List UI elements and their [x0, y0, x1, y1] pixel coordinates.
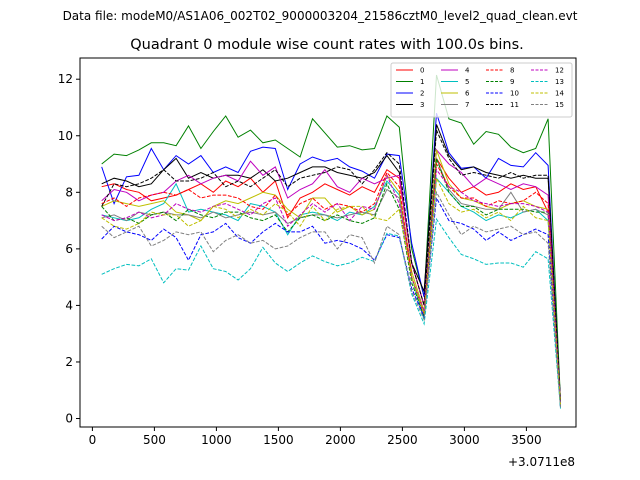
plot-area-frame	[79, 57, 577, 428]
series-line-9	[101, 158, 561, 405]
series-line-4	[101, 148, 561, 405]
series-line-0	[101, 156, 561, 405]
y-tick-label: 4	[65, 298, 73, 312]
y-tick-label: 12	[58, 72, 73, 86]
x-axis: 0 500 1000 1500 2000 2500 3000 3500	[89, 427, 542, 447]
x-offset-label: +3.0711e8	[508, 455, 575, 469]
legend-label-15: 15	[555, 101, 564, 109]
series-line-11	[101, 129, 561, 402]
plot-series-group	[101, 74, 561, 409]
y-tick-label: 0	[65, 412, 73, 426]
figure-suptitle: Data file: modeM0/AS1A06_002T02_90000032…	[63, 9, 578, 23]
series-line-14	[101, 176, 561, 405]
series-line-8	[101, 162, 561, 405]
legend-label-11: 11	[510, 101, 519, 109]
x-tick-label: 3500	[511, 433, 542, 447]
y-tick-label: 2	[65, 355, 73, 369]
legend-label-4: 4	[465, 67, 470, 75]
y-axis: 0 2 4 6 8 10 12	[58, 72, 80, 426]
legend-label-14: 14	[555, 90, 564, 98]
x-tick-label: 0	[89, 433, 97, 447]
x-tick-label: 500	[143, 433, 166, 447]
series-line-7	[101, 158, 561, 408]
y-tick-label: 6	[65, 242, 73, 256]
series-line-10	[101, 196, 561, 408]
legend-label-13: 13	[555, 78, 564, 86]
legend-label-10: 10	[510, 90, 519, 98]
y-tick-label: 10	[58, 129, 73, 143]
legend-label-0: 0	[420, 67, 424, 75]
x-tick-label: 2500	[387, 433, 418, 447]
series-line-3	[101, 124, 561, 402]
series-line-6	[101, 149, 561, 405]
legend-label-12: 12	[555, 67, 564, 75]
legend-box	[390, 62, 573, 118]
legend-label-3: 3	[420, 101, 424, 109]
legend-label-6: 6	[465, 90, 470, 98]
x-tick-label: 1000	[201, 433, 232, 447]
series-line-15	[101, 190, 561, 408]
series-line-2	[101, 112, 561, 405]
legend-label-8: 8	[510, 67, 514, 75]
y-tick-label: 8	[65, 185, 73, 199]
x-tick-label: 3000	[449, 433, 480, 447]
series-line-13	[101, 217, 561, 409]
legend-label-9: 9	[510, 78, 514, 86]
legend-label-1: 1	[420, 78, 424, 86]
x-tick-label: 1500	[263, 433, 294, 447]
chart-title: Quadrant 0 module wise count rates with …	[130, 37, 524, 53]
x-tick-label: 2000	[325, 433, 356, 447]
series-line-5	[101, 176, 561, 408]
legend-label-7: 7	[465, 101, 469, 109]
legend-label-2: 2	[420, 90, 424, 98]
series-line-1	[101, 74, 561, 402]
legend-label-5: 5	[465, 78, 469, 86]
series-line-12	[101, 168, 561, 405]
